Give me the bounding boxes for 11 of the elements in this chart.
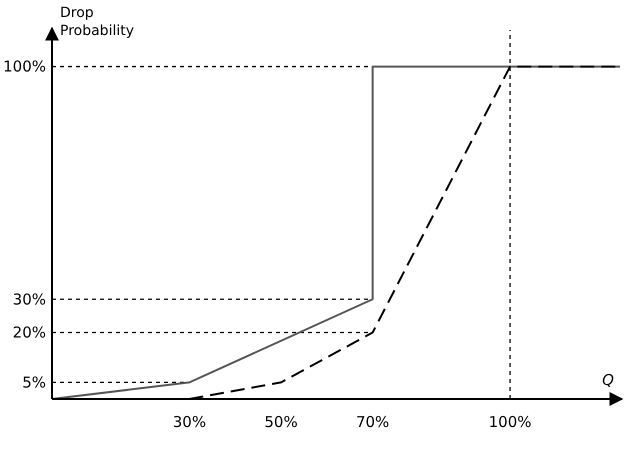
x-axis-title: Q xyxy=(602,371,614,389)
line-series xyxy=(51,66,621,400)
x-tick-label: 70% xyxy=(356,413,390,431)
y-tick-label: 5% xyxy=(22,373,46,392)
y-axis-title: Drop Probability xyxy=(60,5,134,39)
x-tick-label: 50% xyxy=(264,413,298,431)
x-tick-label: 100% xyxy=(488,413,532,431)
y-tick-label: 100% xyxy=(3,58,46,76)
x-tick-label: 30% xyxy=(172,413,206,431)
y-tick-label: 30% xyxy=(12,290,46,308)
y-tick-label: 20% xyxy=(12,324,46,342)
